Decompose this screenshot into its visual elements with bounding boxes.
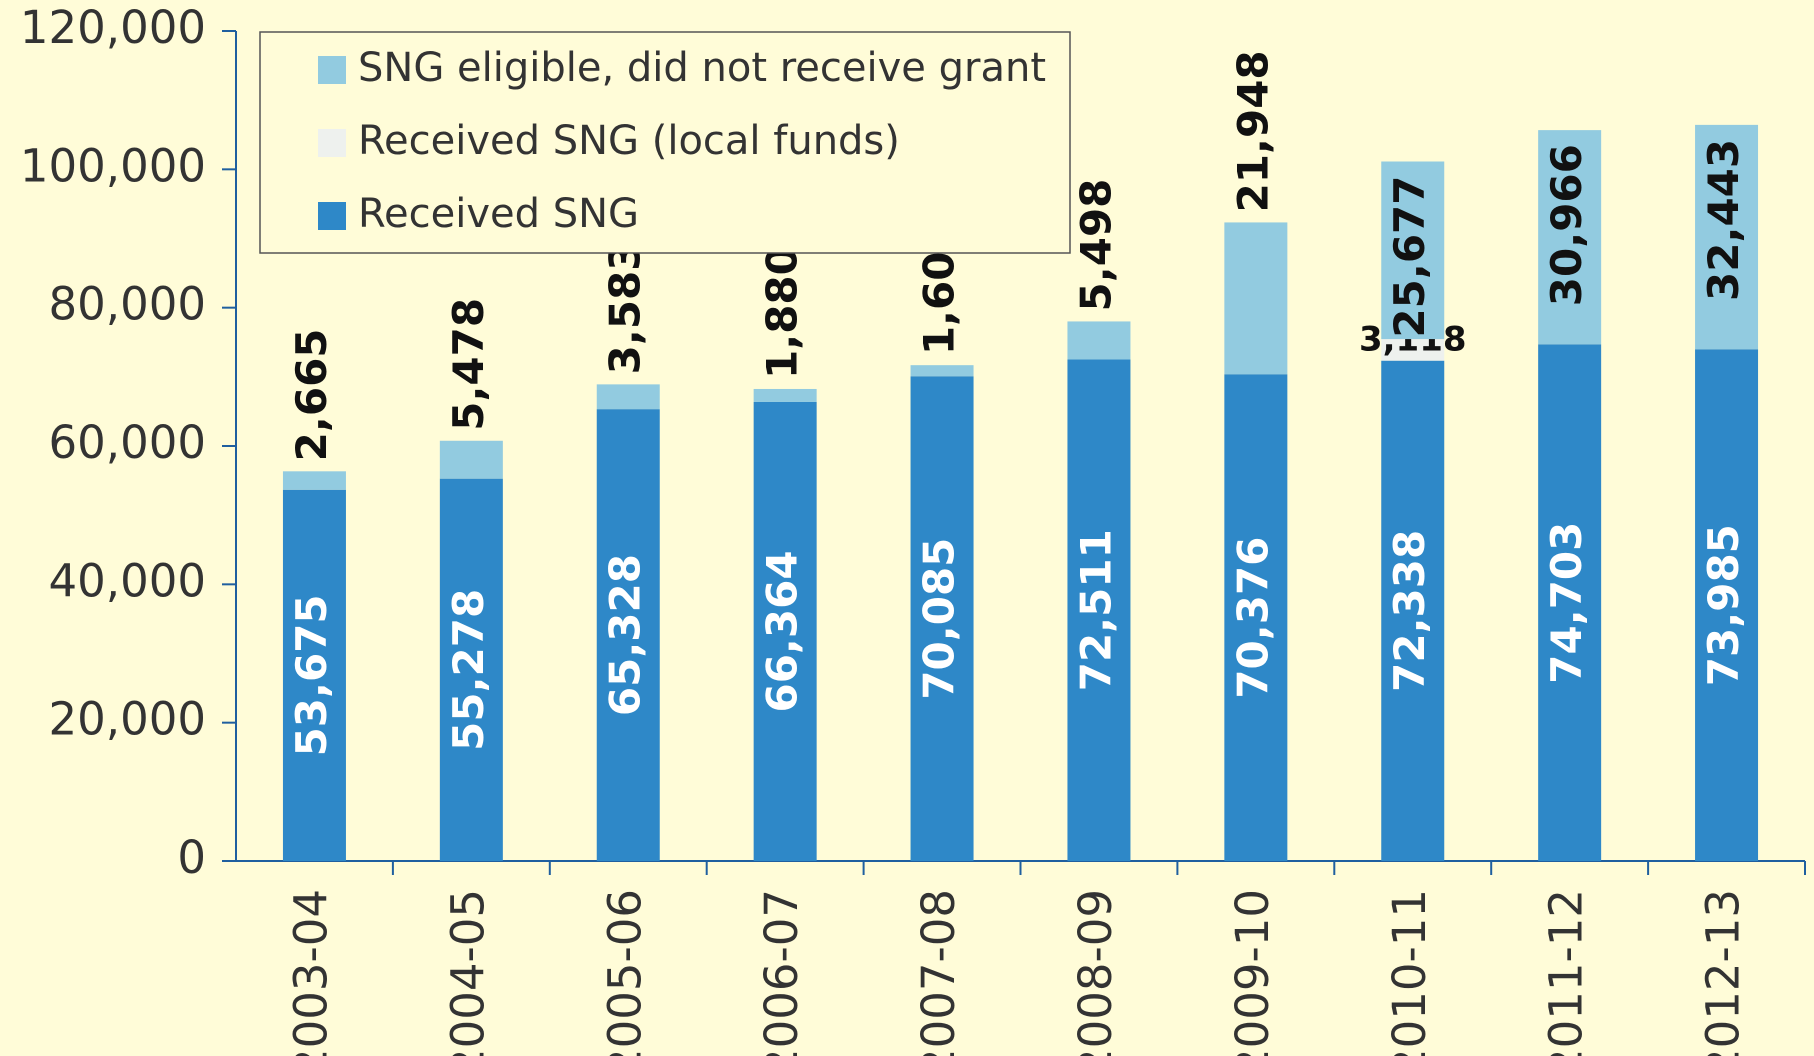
bar-segment [282, 471, 346, 490]
bar-segment [439, 440, 503, 479]
value-label: 74,703 [1542, 522, 1591, 684]
bar-segment [753, 388, 817, 402]
bar-segment [1067, 321, 1131, 360]
value-label: 1,880 [758, 246, 807, 379]
value-label: 70,376 [1228, 537, 1277, 699]
legend-swatch [318, 129, 346, 157]
legend-label: Received SNG (local funds) [358, 118, 900, 164]
x-tick-label: 2011-12 [1540, 889, 1593, 1056]
value-label: 25,677 [1385, 175, 1434, 337]
bar-segment [282, 489, 346, 861]
value-label: 2,665 [287, 328, 336, 461]
bar-segment [1224, 222, 1288, 375]
value-label: 72,511 [1071, 529, 1120, 691]
value-label: 66,364 [758, 550, 807, 712]
y-tick-label: 20,000 [49, 693, 206, 746]
bar-segment [1695, 124, 1759, 350]
x-tick-label: 2010-11 [1383, 889, 1436, 1056]
y-tick-label: 60,000 [49, 416, 206, 469]
x-tick-label: 2012-13 [1697, 889, 1750, 1056]
value-label: 32,443 [1699, 139, 1748, 301]
value-label: 72,338 [1385, 530, 1434, 692]
legend-label: SNG eligible, did not receive grant [358, 45, 1046, 91]
legend-label: Received SNG [358, 191, 639, 237]
x-tick-label: 2004-05 [441, 889, 494, 1056]
bar-segment [1538, 344, 1602, 861]
value-label: 55,278 [444, 589, 493, 751]
bar-segment [1381, 161, 1445, 340]
bar-segment [753, 401, 817, 861]
value-label: 70,085 [915, 538, 964, 700]
value-label: 5,498 [1071, 179, 1120, 312]
y-tick-label: 120,000 [20, 1, 206, 54]
x-tick-label: 2009-10 [1226, 889, 1279, 1056]
value-label: 65,328 [601, 554, 650, 716]
value-label: 5,478 [444, 298, 493, 431]
bar-segment [439, 478, 503, 861]
y-tick-label: 80,000 [49, 278, 206, 331]
value-label: 3,583 [601, 242, 650, 375]
value-label: 21,948 [1228, 50, 1277, 212]
bar-segment [1695, 349, 1759, 861]
x-tick-label: 2006-07 [755, 889, 808, 1056]
legend-swatch [318, 56, 346, 84]
y-tick-label: 0 [177, 831, 206, 884]
x-tick-label: 2008-09 [1069, 889, 1122, 1056]
x-tick-label: 2005-06 [598, 889, 651, 1056]
legend-swatch [318, 202, 346, 230]
bar-segment [1224, 374, 1288, 861]
x-tick-label: 2007-08 [912, 889, 965, 1056]
bar-segment [596, 409, 660, 861]
bar-segment [1538, 130, 1602, 345]
value-label: 73,985 [1699, 524, 1748, 686]
y-tick-label: 40,000 [49, 554, 206, 607]
x-tick-label: 2003-04 [284, 889, 337, 1056]
bar-segment [910, 376, 974, 861]
bar-segment [1067, 359, 1131, 861]
value-label: 30,966 [1542, 144, 1591, 306]
bar-segment [910, 365, 974, 377]
value-label: 53,675 [287, 594, 336, 756]
y-tick-label: 100,000 [20, 139, 206, 192]
bar-segment [596, 384, 660, 410]
bar-segment [1381, 339, 1445, 361]
legend-box [259, 31, 1071, 254]
bar-segment [1381, 360, 1445, 861]
